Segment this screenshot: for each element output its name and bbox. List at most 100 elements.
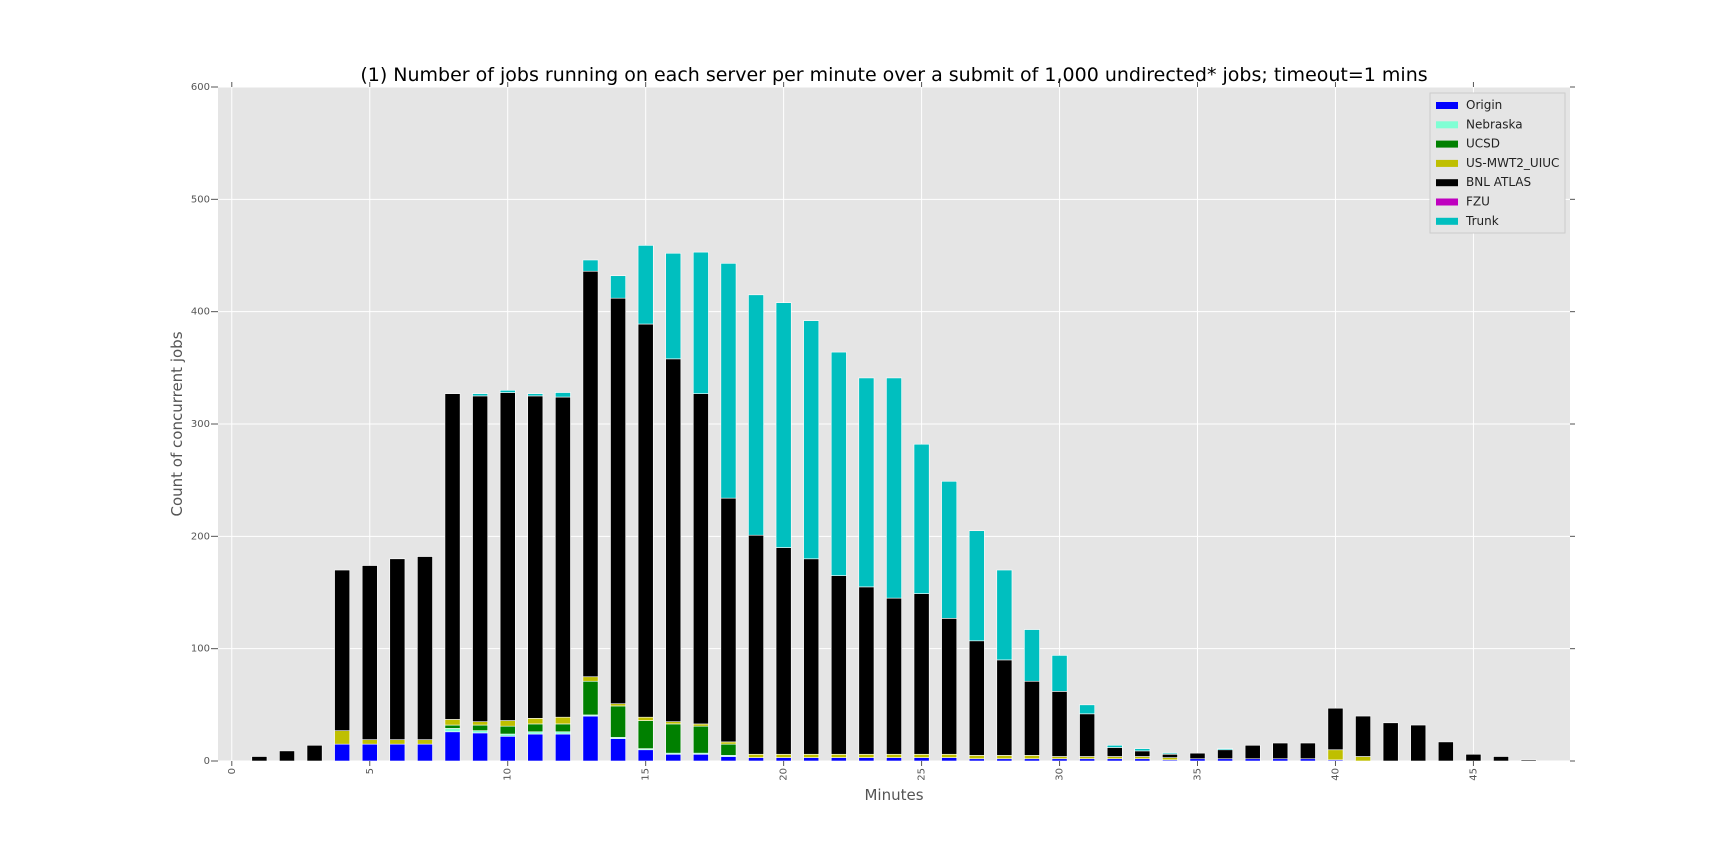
legend-entry: Origin [1466, 98, 1502, 112]
bar-segment [748, 757, 764, 762]
x-tick-label: 40 [1330, 768, 1341, 781]
legend-swatch [1436, 140, 1458, 148]
x-tick-label: 5 [365, 768, 376, 774]
bar-segment [555, 396, 571, 718]
bar-segment [1355, 715, 1371, 757]
legend-entry: US-MWT2_UIUC [1466, 156, 1559, 170]
x-tick-label: 15 [641, 768, 652, 781]
bar-segment [1189, 752, 1206, 760]
legend-entry: UCSD [1466, 137, 1500, 151]
bar-segment [913, 757, 930, 762]
bar-segment [472, 732, 489, 762]
bar-segment [582, 259, 599, 272]
bar-segment [1217, 758, 1233, 762]
y-tick-label: 600 [191, 82, 210, 93]
bar-segment [692, 251, 709, 394]
bar-segment [582, 270, 599, 678]
x-tick-label: 25 [917, 768, 928, 781]
bar-segment [1051, 758, 1068, 762]
bar-segment [389, 558, 406, 740]
bar-segment [968, 640, 985, 756]
bar-segment [555, 731, 571, 735]
bar-segment [361, 743, 378, 762]
bar-segment [527, 718, 544, 725]
bar-segment [610, 705, 626, 738]
bar-segment [555, 723, 571, 733]
bar-segment [1189, 758, 1206, 762]
bar-segment [996, 758, 1013, 762]
bar-segment [1437, 741, 1454, 762]
bar-segment [582, 680, 599, 716]
bar-segment [803, 558, 820, 755]
bar-segment [775, 547, 792, 755]
bar-segment [527, 395, 544, 719]
bar-segment [1327, 749, 1344, 761]
legend-entry: FZU [1466, 195, 1490, 209]
bar-segment [720, 263, 737, 499]
bar-segment [665, 252, 682, 360]
x-axis-ticks: 0 5 10 15 20 25 30 35 40 45 [227, 82, 1479, 781]
x-tick-label: 0 [227, 768, 238, 774]
bar-segment [665, 753, 682, 762]
legend-entry: BNL ATLAS [1466, 175, 1531, 189]
bar-segment [499, 720, 516, 727]
bar-segment [555, 716, 571, 725]
bar-segment [1106, 756, 1123, 760]
bar-segment [748, 534, 764, 755]
bar-segment [913, 753, 930, 758]
x-tick-label: 10 [503, 768, 514, 781]
y-tick-label: 400 [191, 307, 210, 318]
bars [251, 245, 1537, 762]
bar-segment [830, 753, 847, 758]
bar-segment [472, 724, 489, 731]
bar-segment [1134, 750, 1151, 757]
bar-segment [1162, 753, 1178, 758]
legend-swatch [1436, 217, 1458, 225]
bar-segment [720, 756, 737, 762]
legend-swatch [1436, 198, 1458, 206]
bar-segment [1217, 749, 1233, 760]
bar-segment [1024, 758, 1040, 762]
bar-segment [1079, 756, 1096, 760]
bar-segment [720, 741, 737, 745]
bar-segment [720, 743, 737, 756]
bar-segment [1410, 724, 1427, 762]
bar-segment [1024, 680, 1040, 756]
bar-segment [1079, 758, 1096, 762]
bar-segment [886, 377, 902, 599]
bar-segment [1493, 756, 1509, 762]
y-tick-label: 100 [191, 644, 210, 655]
bar-segment [968, 530, 985, 642]
bar-segment [1299, 758, 1316, 762]
bar-segment [830, 351, 847, 576]
bar-segment [637, 245, 654, 325]
bar-segment [1079, 704, 1096, 715]
bar-segment [1051, 655, 1068, 692]
bar-segment [1051, 756, 1068, 760]
bar-segment [775, 757, 792, 762]
bar-segment [499, 392, 516, 721]
bar-segment [941, 618, 958, 755]
x-tick-label: 20 [779, 768, 790, 781]
bar-segment [913, 593, 930, 755]
bar-segment [1024, 755, 1040, 760]
bar-segment [444, 724, 461, 729]
bar-segment [637, 720, 654, 749]
bar-segment [499, 735, 516, 762]
bar-segment [334, 743, 351, 762]
bar-segment [637, 716, 654, 721]
bar-segment [417, 556, 433, 740]
bar-segment [527, 733, 544, 762]
bar-segment [692, 753, 709, 762]
bar-segment [1465, 753, 1482, 762]
bar-segment [1355, 756, 1371, 762]
bar-segment [775, 753, 792, 758]
bar-segment [306, 744, 323, 762]
bar-segment [941, 757, 958, 762]
bar-segment [775, 302, 792, 548]
legend-swatch [1436, 121, 1458, 129]
legend-swatch [1436, 179, 1458, 187]
bar-segment [720, 497, 737, 743]
bar-segment [1327, 707, 1344, 751]
